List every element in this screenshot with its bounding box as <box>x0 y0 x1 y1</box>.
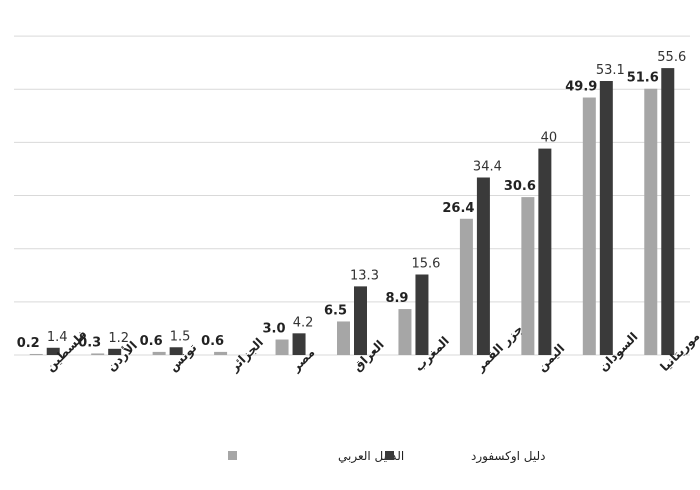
value-label-arab-index: 6.5 <box>324 303 347 318</box>
bar-oxford-index <box>108 348 122 355</box>
bar-oxford-index <box>599 81 613 355</box>
value-label-arab-index: 51.6 <box>627 71 659 86</box>
value-label-arab-index: 0.2 <box>17 336 40 351</box>
value-label-arab-index: 3.0 <box>263 322 286 337</box>
value-label-oxford-index: 13.3 <box>350 268 379 283</box>
legend: الدليل العربي دليل اوكسفورد <box>228 449 545 464</box>
bar-oxford-index <box>169 347 183 355</box>
bar-arab-index <box>644 88 658 355</box>
value-label-oxford-index: 1.4 <box>47 330 68 345</box>
legend-label-arab-index: الدليل العربي <box>338 449 404 464</box>
bar-oxford-index <box>354 286 367 355</box>
value-label-oxford-index: 1.5 <box>170 329 191 344</box>
bar-oxford-index <box>46 347 60 355</box>
value-label-oxford-index: 53.1 <box>596 63 625 78</box>
bar-arab-index <box>152 351 166 355</box>
bar-oxford-index <box>538 148 552 355</box>
value-label-oxford-index: 40 <box>541 131 558 146</box>
bar-oxford-index <box>415 274 429 355</box>
value-labels: 0.2 1.4 0.3 1.2 0.6 1.5 0.6 3.0 4.2 6.5 13.3 8.9 15.… <box>17 50 687 351</box>
bar-oxford-index <box>476 177 490 355</box>
bar-arab-index <box>91 353 105 355</box>
value-label-oxford-index: 15.6 <box>411 257 440 272</box>
value-label-arab-index: 0.6 <box>201 334 224 349</box>
value-label-arab-index: 49.9 <box>565 80 597 95</box>
value-label-arab-index: 30.6 <box>504 179 536 194</box>
bar-oxford-index <box>292 333 306 355</box>
value-label-arab-index: 26.4 <box>442 201 474 216</box>
bar-arab-index <box>521 197 535 355</box>
bar-arab-index <box>459 218 473 355</box>
legend-label-oxford-index: دليل اوكسفورد <box>471 449 545 464</box>
category-label: تونس <box>166 341 200 375</box>
value-label-oxford-index: 4.2 <box>293 315 314 330</box>
legend-swatch-oxford-index <box>385 451 394 460</box>
value-label-arab-index: 0.6 <box>140 334 163 349</box>
bar-arab-index <box>275 339 289 355</box>
bar-arab-index <box>582 97 596 356</box>
gridlines <box>14 35 690 356</box>
bar-oxford-index <box>661 68 675 355</box>
value-label-oxford-index: 1.2 <box>108 331 129 346</box>
value-label-arab-index: 0.3 <box>78 335 101 350</box>
bar-arab-index <box>398 309 412 355</box>
category-label: مصر <box>288 345 317 374</box>
value-label-arab-index: 8.9 <box>385 291 408 306</box>
value-label-oxford-index: 55.6 <box>657 50 686 65</box>
bars <box>29 68 675 356</box>
bar-arab-index <box>337 321 350 355</box>
legend-swatch-arab-index <box>228 451 237 460</box>
bar-arab-index <box>29 353 43 355</box>
value-label-oxford-index: 34.4 <box>473 159 502 174</box>
bar-arab-index <box>214 351 228 355</box>
